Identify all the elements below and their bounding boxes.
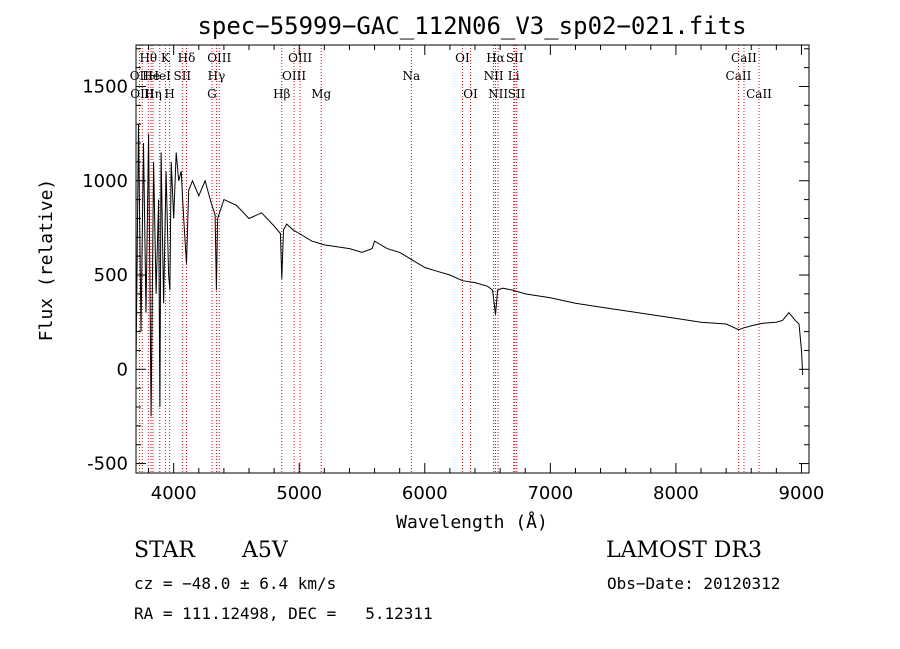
line-label-10: OIII — [207, 51, 231, 65]
line-label-24: Li — [508, 69, 520, 83]
y-tick-label-0: -500 — [87, 454, 128, 475]
line-label-19: OI — [463, 87, 478, 101]
y-tick-label-4: 1500 — [82, 76, 128, 97]
line-label-12: G — [207, 87, 217, 101]
line-label-5: K — [161, 51, 171, 65]
chart-title: spec−55999−GAC_112N06_V3_sp02−021.fits — [197, 12, 746, 40]
line-label-27: CaII — [726, 69, 752, 83]
line-label-0: Hθ — [139, 51, 157, 65]
emission-line-markers — [138, 45, 760, 473]
line-label-1: OII — [130, 69, 150, 83]
line-label-4: Hη — [144, 87, 162, 101]
line-label-8: SII — [173, 69, 191, 83]
coordinates-readout: RA = 111.12498, DEC = 5.12311 — [134, 604, 433, 623]
y-tick-label-1: 0 — [117, 359, 128, 380]
x-axis-ticks: 4000 5000 6000 7000 8000 9000 — [148, 45, 825, 504]
redshift-readout: cz = −48.0 ± 6.4 km/s — [134, 574, 337, 593]
obs-date: Obs−Date: 20120312 — [607, 574, 781, 593]
line-label-18: OI — [455, 51, 470, 65]
line-label-22: NII — [488, 87, 508, 101]
x-tick-label-1: 5000 — [276, 483, 322, 504]
line-label-9: Hδ — [178, 51, 196, 65]
x-tick-label-4: 8000 — [653, 483, 699, 504]
x-tick-label-5: 9000 — [779, 483, 825, 504]
object-class: STAR — [134, 538, 195, 563]
line-label-7: HeI — [149, 69, 172, 83]
line-label-16: Mg — [311, 87, 331, 101]
x-tick-label-3: 7000 — [527, 483, 573, 504]
survey-release: LAMOST DR3 — [606, 538, 762, 563]
line-label-25: SII — [508, 87, 526, 101]
line-label-21: NII — [484, 69, 504, 83]
y-tick-label-2: 500 — [94, 265, 128, 286]
x-tick-label-0: 4000 — [151, 483, 197, 504]
line-label-26: CaII — [731, 51, 757, 65]
line-label-11: Hγ — [208, 69, 226, 83]
line-label-13: Hβ — [273, 87, 290, 101]
line-label-14: OIII — [288, 51, 312, 65]
line-label-17: Na — [403, 69, 421, 83]
line-label-3: He — [142, 69, 160, 83]
line-label-20: Hα — [486, 51, 505, 65]
plot-frame — [135, 44, 810, 474]
spectral-subclass: A5V — [242, 538, 288, 563]
y-axis-ticks: -500 0 500 1000 1500 — [82, 48, 809, 475]
x-tick-label-2: 6000 — [402, 483, 448, 504]
line-label-28: CaII — [746, 87, 772, 101]
line-label-6: H — [164, 87, 174, 101]
line-label-15: OIII — [282, 69, 306, 83]
x-axis-label: Wavelength (Å) — [396, 511, 548, 533]
y-tick-label-3: 1000 — [82, 171, 128, 192]
line-label-23: SII — [506, 51, 524, 65]
y-axis-label: Flux (relative) — [36, 179, 57, 342]
spectrum-series-line — [135, 124, 804, 417]
